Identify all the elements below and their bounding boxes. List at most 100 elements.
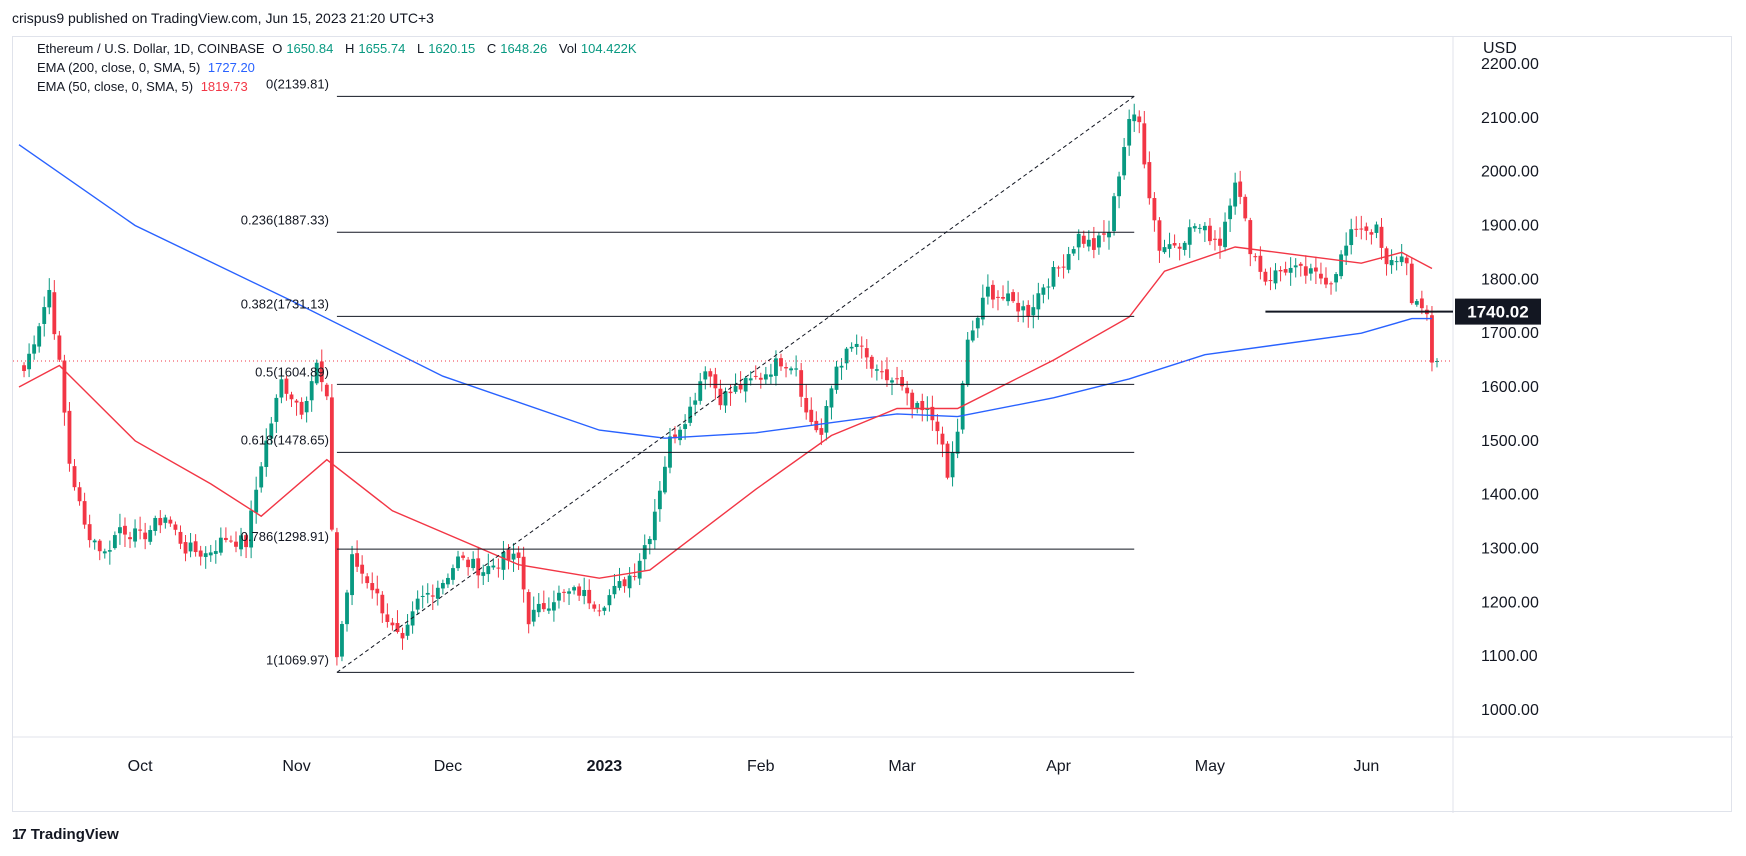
candle-body [37,326,42,347]
candle-body [370,583,375,591]
candle-body [617,581,622,588]
candle-body [531,609,536,622]
candle-body [1339,254,1344,277]
legend-ema50-row: EMA (50, close, 0, SMA, 5) 1819.73 [37,79,252,94]
legend-open: O 1650.84 [272,41,334,56]
candle-body [143,532,148,540]
candle-body [163,517,168,523]
candle-body [1334,274,1338,283]
candle-body [915,402,920,409]
candle-body [864,348,869,358]
candle-body [945,443,950,478]
candle-body [1152,198,1157,221]
candle-body [284,378,289,394]
candle-body [1228,205,1233,220]
tradingview-logo[interactable]: 17 TradingView [12,826,119,843]
candle-body [218,537,223,553]
candle-body [965,339,970,386]
candle-body [567,591,571,594]
candle-body [314,362,319,384]
legend-ema50-value: 1819.73 [200,79,248,94]
candle-body [546,608,551,611]
candle-body [97,540,102,552]
candle-body [541,603,546,610]
candle-body [395,623,400,632]
candle-body [496,567,501,569]
candle-body [183,542,188,554]
legend-ema50-label: EMA (50, close, 0, SMA, 5) [37,79,194,94]
candle-body [1298,263,1303,266]
candle-body [819,428,824,435]
candle-body [239,535,243,550]
candle-body [1313,267,1318,272]
y-tick-label: 2200.00 [1481,56,1539,73]
candle-body [1182,242,1187,250]
candle-body [1389,260,1394,266]
candle-body [511,553,516,560]
x-tick-label: Apr [1046,758,1072,775]
candle-body [627,575,632,589]
candle-body [375,588,380,594]
candle-body [768,374,773,377]
fib-level-label: 0(2139.81) [266,76,329,91]
candle-body [1288,267,1293,273]
legend-ema200-row: EMA (200, close, 0, SMA, 5) 1727.20 [37,60,259,75]
candle-body [112,535,117,549]
candle-body [158,517,163,526]
candle-body [229,540,233,542]
x-tick-label: Mar [888,758,916,775]
candle-body [440,582,445,589]
candle-body [1218,238,1222,246]
candle-body [834,366,839,390]
candle-body [1172,243,1177,246]
candle-body [930,406,935,421]
candle-body [1223,221,1227,248]
candle-body [1006,293,1010,302]
candle-body [223,537,228,541]
candle-body [935,421,940,432]
candle-body [1192,226,1197,229]
candle-body [491,565,496,568]
candle-body [1041,287,1046,295]
candle-body [1086,239,1091,247]
candle-body [193,541,198,553]
candle-body [582,589,587,597]
candle-body [123,525,127,535]
y-tick-label: 1600.00 [1481,379,1539,396]
candle-body [22,365,26,371]
candle-body [304,400,309,413]
x-tick-label: 2023 [587,758,623,775]
candle-body [324,384,329,397]
x-tick-label: Nov [282,758,310,775]
candle-body [521,556,526,590]
y-tick-label: 1400.00 [1481,487,1539,504]
candle-body [1197,227,1202,229]
candle-body [289,394,294,400]
x-tick-label: Jun [1353,758,1379,775]
candle-body [501,551,506,570]
candle-body [1091,238,1096,250]
candle-body [264,440,269,467]
legend-ema200-value: 1727.20 [207,60,255,75]
candle-body [1096,235,1101,248]
candle-body [1283,269,1288,273]
candle-body [481,572,486,576]
candle-body [168,519,173,524]
candle-body [516,552,521,558]
candle-body [340,623,344,657]
candle-body [869,356,874,369]
chart-frame[interactable]: USD 2200.00 2100.00 2000.00 1900.00 1800.00 17… [12,36,1733,813]
candle-body [637,560,642,579]
candle-body [895,378,899,380]
candle-body [294,400,299,403]
candle-body [925,408,930,410]
legend-ema200-label: EMA (200, close, 0, SMA, 5) [37,60,201,75]
candle-body [198,550,203,557]
candle-body [1076,233,1081,248]
candle-body [92,540,97,543]
candle-body [476,558,481,576]
candle-body [1319,273,1323,279]
candle-body [1243,196,1248,219]
candle-body [1102,233,1106,235]
